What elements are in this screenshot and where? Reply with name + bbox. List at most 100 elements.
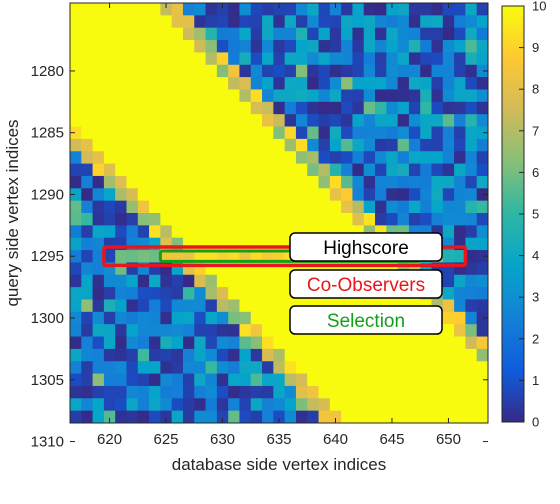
heatmap-cell (126, 287, 139, 301)
heatmap-cell (273, 175, 286, 189)
heatmap-cell (70, 3, 82, 16)
heatmap-cell (262, 299, 274, 313)
heatmap-cell (454, 163, 467, 177)
heatmap-cell (126, 77, 139, 91)
heatmap-cell (182, 361, 195, 375)
heatmap-cell (363, 163, 376, 177)
heatmap-cell (273, 151, 286, 165)
heatmap-cell (341, 27, 354, 41)
heatmap-cell (318, 188, 331, 202)
heatmap-cell (408, 151, 421, 165)
heatmap-cell (126, 89, 139, 103)
heatmap-cell (92, 385, 105, 399)
heatmap-cell (386, 27, 399, 41)
heatmap-cell (375, 101, 387, 115)
heatmap-cell (171, 398, 184, 412)
heatmap-cell (431, 52, 444, 66)
heatmap-cell (194, 101, 207, 115)
heatmap-cell (318, 385, 331, 399)
heatmap-cell (115, 27, 128, 41)
heatmap-cell (420, 101, 433, 115)
heatmap-cell (329, 27, 342, 41)
heatmap-cell (363, 15, 376, 29)
heatmap-cell (137, 151, 150, 165)
heatmap-cell (194, 3, 207, 16)
heatmap-cell (442, 138, 455, 152)
heatmap-cell (454, 225, 467, 239)
heatmap-cell (465, 373, 478, 387)
heatmap-cell (431, 89, 444, 103)
heatmap-cell (341, 361, 354, 375)
heatmap-cell (329, 114, 342, 128)
heatmap-cell (352, 225, 365, 239)
heatmap-cell (171, 101, 184, 115)
heatmap-cell (318, 213, 331, 226)
heatmap-cell (194, 250, 207, 264)
heatmap-cell (194, 398, 207, 412)
heatmap-cell (307, 385, 320, 399)
heatmap-cell (397, 336, 410, 350)
heatmap-cell (103, 126, 116, 140)
heatmap-cell (431, 77, 444, 91)
heatmap-cell (476, 64, 488, 78)
heatmap-cell (386, 40, 399, 54)
heatmap-cell (228, 348, 241, 362)
heatmap-cell (92, 262, 105, 276)
x-tick-label: 635 (266, 431, 291, 448)
heatmap-cell (103, 299, 116, 313)
heatmap-cell (465, 237, 478, 251)
heatmap-cell (476, 373, 488, 387)
heatmap-cell (182, 89, 195, 103)
heatmap-cell (115, 89, 128, 103)
heatmap-cell (273, 385, 286, 399)
heatmap-cell (273, 27, 286, 41)
heatmap-cell (363, 262, 376, 276)
heatmap-cell (70, 52, 82, 66)
heatmap-cell (476, 213, 488, 226)
heatmap-cell (476, 237, 488, 251)
heatmap-cell (171, 348, 184, 362)
heatmap-cell (262, 225, 274, 239)
heatmap-cell (250, 262, 263, 276)
heatmap-cell (228, 237, 241, 251)
heatmap-cell (431, 336, 444, 350)
heatmap-cell (408, 163, 421, 177)
heatmap-cell (250, 52, 263, 66)
heatmap-cell (126, 200, 139, 214)
heatmap-cell (318, 361, 331, 375)
heatmap-cell (465, 27, 478, 41)
heatmap-cell (408, 126, 421, 140)
heatmap-cell (273, 40, 286, 54)
heatmap-cell (160, 15, 173, 29)
heatmap-cell (239, 101, 252, 115)
heatmap-cell (205, 262, 218, 276)
heatmap-cell (454, 3, 467, 16)
heatmap-cell (182, 27, 195, 41)
heatmap-cell (420, 138, 433, 152)
heatmap-cell (103, 373, 116, 387)
heatmap-cell (386, 114, 399, 128)
heatmap-cell (126, 52, 139, 66)
heatmap-cell (149, 15, 161, 29)
heatmap-cell (149, 126, 161, 140)
heatmap-cell (454, 398, 467, 412)
heatmap-cell (454, 138, 467, 152)
heatmap-cell (295, 138, 308, 152)
heatmap-cell (273, 64, 286, 78)
heatmap-cell (408, 52, 421, 66)
heatmap-cell (476, 27, 488, 41)
heatmap-cell (81, 410, 94, 423)
heatmap-cell (137, 361, 150, 375)
heatmap-cell (476, 163, 488, 177)
heatmap-cell (465, 250, 478, 264)
heatmap-cell (329, 385, 342, 399)
heatmap-cell (386, 163, 399, 177)
heatmap-cell (318, 64, 331, 78)
heatmap-cell (149, 77, 161, 91)
heatmap-cell (81, 52, 94, 66)
heatmap-cell (205, 336, 218, 350)
heatmap-cell (352, 348, 365, 362)
heatmap-cell (284, 77, 297, 91)
heatmap-cell (137, 225, 150, 239)
x-tick-label: 625 (154, 431, 179, 448)
